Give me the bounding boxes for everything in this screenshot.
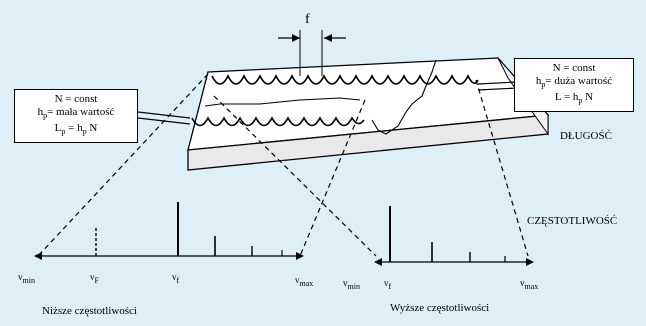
low-axis-vp-label: vF [90, 272, 99, 285]
right-box-pointer-top [477, 81, 519, 85]
high-axis-vmax-label: vmax [520, 278, 539, 291]
high-axis-right-arrowhead [526, 258, 534, 266]
high-axis-vf-label: vf [384, 278, 392, 291]
surface-crack-right [397, 59, 437, 127]
right-box-line-2: hp= duża wartość [535, 75, 613, 90]
long-wavelength-profile [211, 74, 479, 85]
low-axis-left-arrowhead [34, 252, 42, 260]
left-box-pointer-top [137, 111, 191, 119]
projection-right-inner [213, 95, 377, 257]
low-axis-vmin-label: vmin [18, 272, 35, 285]
projection-left-outer [37, 73, 209, 257]
surface-crack-left [204, 97, 361, 107]
high-axis-left-arrowhead [374, 258, 382, 266]
projection-left-inner [299, 99, 366, 257]
right-box-line-1: N = const [552, 62, 596, 74]
surface-crack-front [371, 119, 399, 135]
low-frequency-caption: Niższe częstotliwości [42, 305, 137, 317]
frequency-domain-label: CZĘSTOTLIWOŚĆ [527, 215, 618, 227]
left-box-line-2: hp= mała wartość [37, 106, 115, 121]
right-box-line-3: L = hp N [554, 91, 594, 106]
f-right-arrowhead [324, 34, 332, 42]
f-left-arrowhead [292, 34, 300, 42]
high-amplitude-parameter-box: N = const hp= duża wartość L = hp N [514, 58, 634, 112]
left-box-line-3: Lp = hp N [54, 122, 98, 137]
low-axis-right-arrowhead [296, 252, 304, 260]
high-frequency-caption: Wyższe częstotliwości [390, 302, 490, 314]
low-axis-vmax-label: vmax [295, 275, 314, 288]
projection-right-outer [475, 79, 529, 257]
short-wavelength-profile [191, 116, 365, 127]
low-amplitude-parameter-box: N = const hp= mała wartość Lp = hp N [14, 89, 138, 143]
low-axis-vf-label: vf [172, 272, 180, 285]
length-domain-label: DŁUGOŚĆ [560, 130, 612, 142]
right-box-pointer-bottom [477, 87, 519, 91]
high-axis-vmin-label: vmin [343, 278, 360, 291]
left-box-line-1: N = const [54, 93, 98, 105]
period-f-label: f [305, 12, 310, 27]
